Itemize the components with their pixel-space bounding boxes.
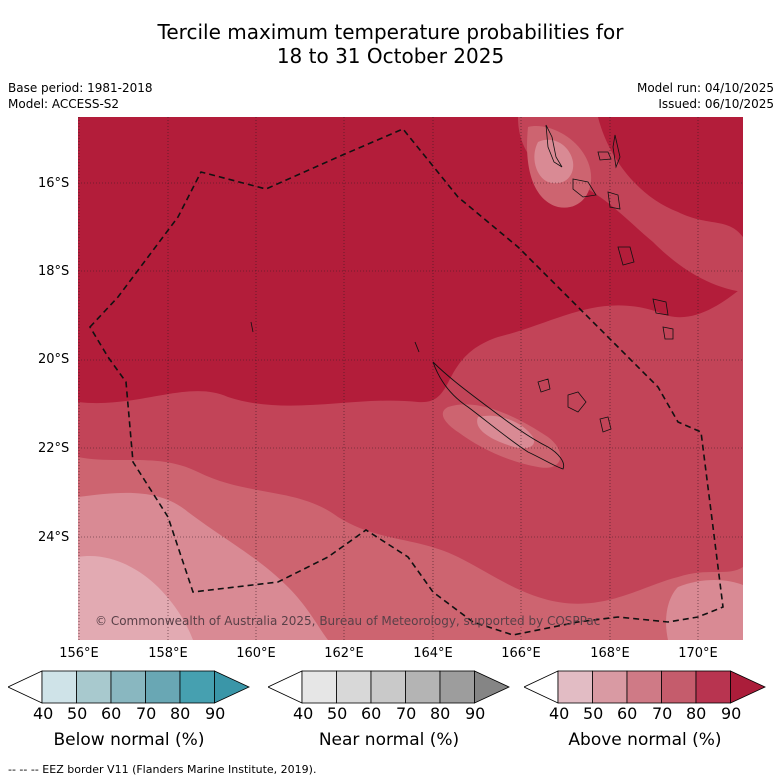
cb-near-seg-0 <box>268 670 303 704</box>
cb-above-label: Above normal (%) <box>568 730 722 750</box>
cb-near-seg-3 <box>370 670 406 704</box>
cb-above-seg-4 <box>661 670 697 704</box>
meta-left: Base period: 1981-2018 Model: ACCESS-S2 <box>8 80 153 112</box>
lat-label-16s: 16°S <box>38 176 70 191</box>
lon-label-170e: 170°E <box>678 646 718 661</box>
map-title: Tercile maximum temperature probabilitie… <box>0 20 781 68</box>
cb-below-tick-40: 40 <box>33 704 54 723</box>
cb-near-seg-4 <box>405 670 441 704</box>
cb-below-seg-0 <box>8 670 43 704</box>
colorbar-above-normal <box>524 670 766 704</box>
cb-below-tick-80: 80 <box>170 704 191 723</box>
cb-below-label: Below normal (%) <box>53 730 205 750</box>
cb-below-seg-5 <box>179 670 215 704</box>
title-line-2: 18 to 31 October 2025 <box>276 44 505 68</box>
lat-label-18s: 18°S <box>38 264 70 279</box>
cb-near-tick-40: 40 <box>293 704 314 723</box>
cb-above-tick-60: 60 <box>617 704 638 723</box>
lon-label-168e: 168°E <box>590 646 630 661</box>
lon-label-158e: 158°E <box>148 646 188 661</box>
zone-50-60-se <box>666 580 743 640</box>
lon-label-162e: 162°E <box>324 646 364 661</box>
colorbar-below-normal <box>8 670 250 704</box>
cb-above-seg-6 <box>730 670 766 704</box>
title-line-1: Tercile maximum temperature probabilitie… <box>157 20 624 44</box>
cb-above-tick-40: 40 <box>549 704 570 723</box>
eez-legend-footer: -- -- -- EEZ border V11 (Flanders Marine… <box>8 763 317 776</box>
colorbar-near-normal <box>268 670 510 704</box>
cb-near-seg-2 <box>336 670 372 704</box>
lon-label-166e: 166°E <box>501 646 541 661</box>
cb-above-seg-2 <box>592 670 628 704</box>
cb-below-tick-70: 70 <box>136 704 157 723</box>
issued-date: Issued: 06/10/2025 <box>658 97 774 111</box>
vanuatu-coast <box>545 124 563 168</box>
lat-label-22s: 22°S <box>38 441 70 456</box>
islet <box>414 341 420 353</box>
lon-label-160e: 160°E <box>236 646 276 661</box>
cb-near-tick-80: 80 <box>430 704 451 723</box>
cb-near-label: Near normal (%) <box>318 730 460 750</box>
cb-near-tick-70: 70 <box>396 704 417 723</box>
cb-near-seg-6 <box>474 670 510 704</box>
cb-near-tick-50: 50 <box>327 704 348 723</box>
lon-label-156e: 156°E <box>59 646 99 661</box>
cb-above-seg-0 <box>524 670 559 704</box>
cb-above-tick-50: 50 <box>583 704 604 723</box>
copyright-notice: © Commonwealth of Australia 2025, Bureau… <box>95 614 601 628</box>
cb-above-tick-90: 90 <box>721 704 742 723</box>
cb-near-seg-1 <box>301 670 337 704</box>
cb-below-seg-2 <box>76 670 112 704</box>
base-period: Base period: 1981-2018 <box>8 81 153 95</box>
lat-label-20s: 20°S <box>38 352 70 367</box>
cb-below-seg-6 <box>214 670 250 704</box>
graticule <box>78 117 743 640</box>
loyalty-islands <box>537 378 551 393</box>
meta-right: Model run: 04/10/2025 Issued: 06/10/2025 <box>637 80 774 112</box>
new-caledonia-coast <box>432 361 565 470</box>
cb-above-tick-70: 70 <box>652 704 673 723</box>
cb-above-seg-3 <box>626 670 662 704</box>
model-name: Model: ACCESS-S2 <box>8 97 120 111</box>
cb-below-seg-4 <box>145 670 181 704</box>
cb-near-seg-5 <box>439 670 475 704</box>
cb-above-tick-80: 80 <box>686 704 707 723</box>
model-run: Model run: 04/10/2025 <box>636 81 774 95</box>
cb-below-seg-1 <box>41 670 77 704</box>
cb-near-tick-90: 90 <box>465 704 486 723</box>
lat-label-24s: 24°S <box>38 530 70 545</box>
cb-below-tick-90: 90 <box>205 704 226 723</box>
lon-label-164e: 164°E <box>413 646 453 661</box>
cb-below-tick-50: 50 <box>67 704 88 723</box>
zone-40-50 <box>78 556 193 640</box>
cb-below-tick-60: 60 <box>101 704 122 723</box>
probability-map <box>78 117 743 640</box>
cb-near-tick-60: 60 <box>361 704 382 723</box>
cb-above-seg-1 <box>557 670 593 704</box>
zone-50-60-nc <box>477 415 535 449</box>
cb-below-seg-3 <box>110 670 146 704</box>
cb-above-seg-5 <box>695 670 731 704</box>
